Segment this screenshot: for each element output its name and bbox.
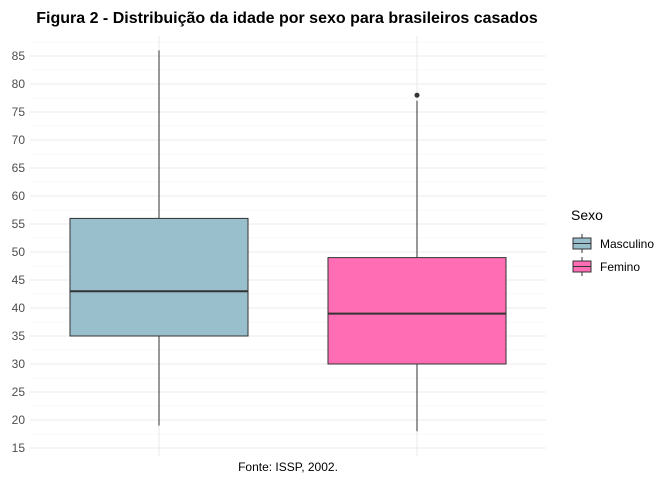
- legend-label: Femino: [600, 260, 640, 274]
- box-femino: [327, 92, 507, 432]
- y-tick-label: 70: [12, 133, 26, 147]
- box-body: [69, 217, 249, 337]
- chart-caption: Fonte: ISSP, 2002.: [238, 460, 338, 474]
- y-tick-label: 60: [12, 189, 26, 203]
- chart-title: Figura 2 - Distribuição da idade por sex…: [36, 10, 538, 27]
- y-tick-label: 30: [12, 357, 26, 371]
- boxes: [69, 50, 507, 432]
- y-tick-label: 50: [12, 245, 26, 259]
- y-tick-label: 45: [12, 273, 26, 287]
- box-body: [327, 257, 507, 365]
- y-tick-label: 15: [12, 441, 26, 455]
- legend-key-masculino: Masculino: [572, 234, 654, 253]
- legend-label: Masculino: [600, 237, 654, 251]
- y-axis: 15 20 25 30 35 40 45 50 55 60 65 70 75 80 85: [12, 49, 26, 455]
- y-tick-label: 40: [12, 301, 26, 315]
- outlier-point: [414, 92, 420, 98]
- y-tick-label: 65: [12, 161, 26, 175]
- legend-key-femino: Femino: [572, 257, 640, 276]
- y-tick-label: 20: [12, 413, 26, 427]
- y-tick-label: 35: [12, 329, 26, 343]
- y-tick-label: 80: [12, 77, 26, 91]
- y-tick-label: 25: [12, 385, 26, 399]
- y-tick-label: 85: [12, 49, 26, 63]
- y-tick-label: 55: [12, 217, 26, 231]
- legend-title: Sexo: [571, 207, 603, 223]
- box-masculino: [69, 50, 249, 426]
- legend: Sexo Masculino Femino: [571, 207, 654, 276]
- y-tick-label: 75: [12, 105, 26, 119]
